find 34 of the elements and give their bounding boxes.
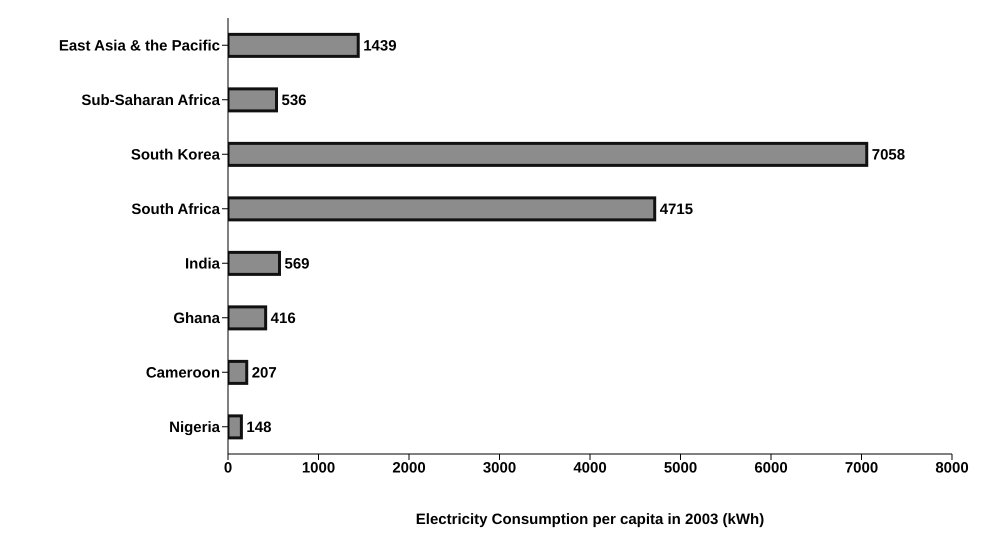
bar	[228, 32, 360, 58]
y-tick-label: Cameroon	[146, 364, 220, 382]
y-tick-label: India	[184, 256, 221, 273]
data-label: 536	[282, 92, 307, 110]
data-label: 148	[246, 419, 272, 436]
bar	[228, 196, 656, 222]
bar	[228, 414, 243, 440]
x-tick-label: 8000	[935, 460, 969, 477]
bar	[228, 305, 268, 330]
x-tick-label: 1000	[302, 460, 336, 477]
y-tick-label: Ghana	[173, 310, 221, 328]
bar	[228, 250, 281, 276]
x-tick-label: 3000	[482, 460, 516, 477]
y-tick-label: Nigeria	[169, 419, 221, 436]
y-tick-label: South Korea	[130, 146, 221, 164]
data-label: 7058	[872, 146, 906, 164]
x-tick-label: 4000	[573, 460, 607, 477]
bar	[228, 142, 868, 167]
data-label: 569	[284, 256, 310, 273]
x-tick-label: 5000	[664, 460, 698, 477]
data-label: 416	[270, 310, 296, 328]
bar	[228, 360, 248, 385]
x-axis-title: Electricity Consumption per capita in 2003 (kWh)	[416, 511, 764, 528]
y-tick-label: South Africa	[131, 201, 221, 218]
data-label: 207	[252, 364, 277, 382]
x-tick-label: 6000	[754, 460, 788, 477]
bar	[228, 87, 278, 112]
y-tick-label: East Asia & the Pacific	[58, 38, 220, 55]
x-tick-label: 2000	[392, 460, 426, 477]
y-tick-label: Sub-Saharan Africa	[81, 92, 221, 110]
data-label: 1439	[363, 38, 397, 55]
x-tick-label: 0	[224, 460, 232, 477]
x-tick-label: 7000	[844, 460, 878, 477]
data-label: 4715	[660, 201, 694, 218]
